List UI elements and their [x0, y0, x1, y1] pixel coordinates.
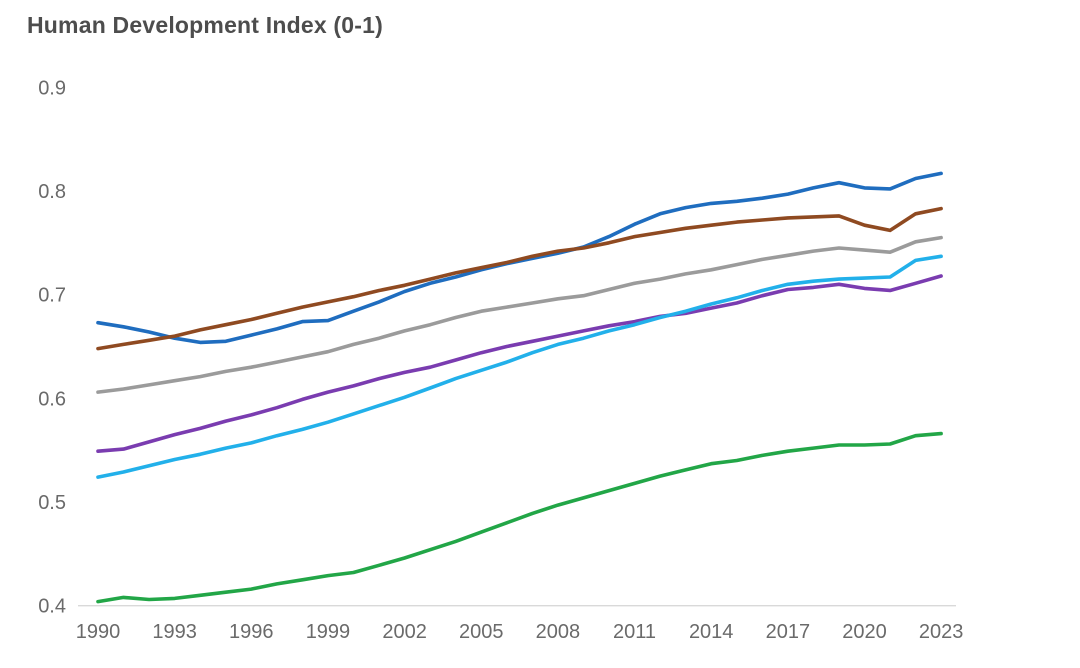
- x-tick-label: 2008: [536, 621, 581, 643]
- x-tick-label: 2020: [842, 621, 887, 643]
- x-tick-label: 1999: [306, 621, 351, 643]
- x-tick-label: 2005: [459, 621, 504, 643]
- y-tick-label: 0.5: [38, 492, 66, 514]
- line-cyan-line: [96, 254, 943, 479]
- x-tick-label: 2023: [919, 621, 964, 643]
- y-tick-label: 0.6: [38, 388, 66, 410]
- x-tick-label: 1993: [152, 621, 197, 643]
- x-tick-label: 1990: [76, 621, 121, 643]
- y-tick-label: 0.4: [38, 596, 66, 618]
- x-tick-label: 2011: [613, 621, 656, 643]
- x-tick-label: 2017: [766, 621, 811, 643]
- x-tick-label: 1996: [229, 621, 274, 643]
- chart-title: Human Development Index (0-1): [27, 12, 383, 38]
- x-tick-label: 2002: [382, 621, 427, 643]
- y-tick-label: 0.7: [38, 285, 66, 307]
- line-green-line: [96, 431, 943, 604]
- line-purple-line: [96, 274, 943, 454]
- x-tick-label: 2014: [689, 621, 734, 643]
- line-brown-line: [96, 206, 943, 351]
- y-tick-label: 0.9: [38, 77, 66, 99]
- line-gray-line: [96, 235, 943, 394]
- y-tick-label: 0.8: [38, 181, 66, 203]
